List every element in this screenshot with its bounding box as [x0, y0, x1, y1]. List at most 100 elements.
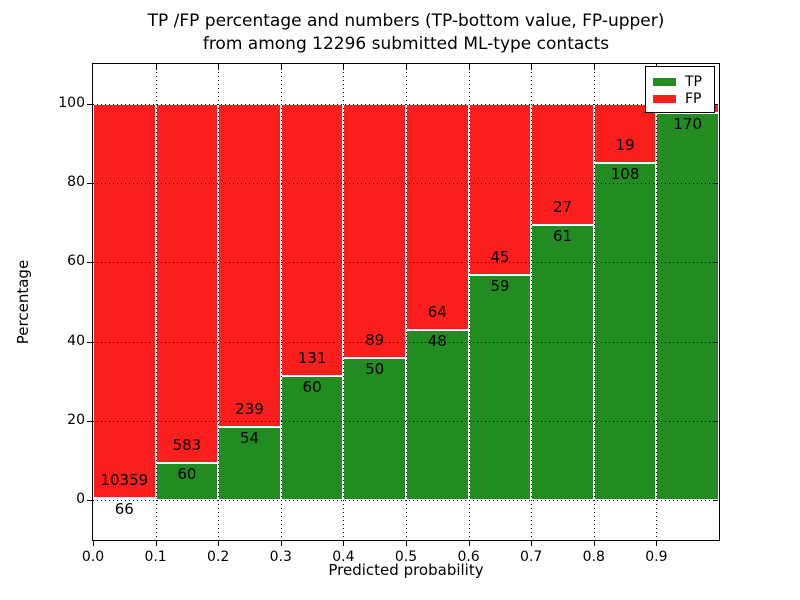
x-tick — [406, 541, 407, 546]
x-tick — [218, 541, 220, 546]
y-tick-label: 60 — [67, 253, 85, 270]
bar-tp-count-label: 60 — [302, 377, 322, 396]
bar-tp-segment — [218, 427, 281, 501]
legend-label-fp: FP — [685, 90, 702, 107]
x-tick-label: 0.0 — [81, 549, 105, 565]
bar-tp-segment — [593, 163, 657, 501]
grid-vline — [593, 64, 595, 540]
y-tick-label: 80 — [67, 174, 85, 190]
bar-fp-segment — [343, 103, 406, 358]
bar-fp-segment — [218, 103, 281, 428]
x-tick-label: 0.8 — [582, 549, 605, 565]
x-tick — [343, 541, 345, 546]
x-tick-top — [468, 65, 470, 70]
bar-fp-segment — [280, 103, 344, 376]
grid-vline — [280, 64, 282, 540]
bar-fp-count-label: 239 — [235, 400, 264, 419]
x-tick-label: 0.5 — [394, 549, 418, 565]
bar-tp-count-label: 48 — [427, 332, 447, 351]
bar-tp-segment — [468, 275, 532, 501]
bar-fp-count-label: 131 — [297, 348, 327, 367]
y-tick-label: 100 — [58, 94, 85, 111]
y-tick-right — [713, 500, 718, 502]
bar-fp-count-label: 27 — [552, 198, 573, 217]
bar-fp-count-label: 64 — [427, 303, 447, 322]
bar-fp-count-label: 10359 — [100, 470, 149, 489]
y-tick-right — [713, 183, 718, 184]
x-tick-top — [155, 65, 157, 70]
bar-tp-segment — [656, 112, 719, 501]
y-tick — [87, 341, 92, 343]
x-tick — [155, 541, 157, 546]
y-tick — [87, 103, 92, 105]
bar-tp-count-label: 170 — [673, 114, 702, 133]
bar-fp-count-label: 19 — [615, 136, 635, 154]
bar-tp-segment — [531, 225, 594, 501]
x-tick — [468, 541, 470, 546]
grid-vline — [656, 64, 658, 540]
y-tick-label: 20 — [67, 412, 85, 428]
legend-swatch-fp-icon — [653, 94, 676, 103]
grid-vline — [343, 64, 345, 540]
bar-fp-segment — [406, 103, 469, 331]
bar-tp-count-label: 59 — [490, 277, 510, 296]
y-tick — [87, 262, 92, 264]
x-tick-label: 0.9 — [645, 549, 668, 565]
y-tick-label: 0 — [76, 491, 85, 508]
bar-tp-segment — [280, 375, 344, 501]
x-tick-label: 0.4 — [332, 549, 355, 565]
y-tick-right — [713, 341, 718, 343]
y-tick-right — [713, 262, 718, 264]
legend: TP FP — [645, 66, 715, 113]
bar-tp-count-label: 61 — [552, 227, 573, 246]
y-tick — [87, 183, 92, 184]
bar-tp-count-label: 108 — [610, 165, 640, 183]
bar-tp-count-label: 50 — [365, 359, 385, 378]
y-tick — [87, 500, 92, 502]
y-tick-right — [713, 103, 718, 105]
bar-tp-segment — [406, 330, 469, 501]
chart-title: TP /FP percentage and numbers (TP-bottom… — [93, 10, 719, 56]
bar-tp-count-label: 60 — [177, 465, 197, 484]
legend-swatch-tp-icon — [653, 77, 676, 86]
x-tick — [531, 541, 533, 546]
legend-label-tp: TP — [685, 73, 702, 90]
bar-tp-segment — [93, 497, 156, 501]
x-tick-label: 0.6 — [457, 549, 480, 565]
x-tick-top — [593, 65, 595, 70]
legend-item-tp: TP — [653, 73, 714, 90]
grid-vline — [218, 64, 220, 540]
x-tick-top — [343, 65, 345, 70]
y-tick — [87, 421, 92, 422]
grid-vline — [155, 64, 157, 540]
x-tick-label: 0.2 — [207, 549, 230, 565]
y-axis-label: Percentage — [14, 259, 32, 345]
bar-fp-segment — [93, 103, 156, 498]
x-tick-label: 0.7 — [520, 549, 543, 565]
bar-tp-segment — [155, 463, 219, 501]
bar-fp-count-label: 89 — [365, 330, 385, 349]
bar-fp-count-label: 45 — [490, 248, 510, 267]
x-tick — [593, 541, 595, 546]
bar-fp-count-label: 583 — [172, 436, 202, 455]
bar-fp-segment — [155, 103, 219, 464]
x-tick-top — [218, 65, 220, 70]
x-tick — [93, 541, 94, 546]
x-tick-top — [406, 65, 407, 70]
x-axis-label: Predicted probability — [328, 561, 484, 579]
bar-tp-segment — [343, 357, 406, 501]
x-tick — [656, 541, 658, 546]
bar-tp-count-label: 54 — [239, 429, 260, 448]
x-tick-top — [531, 65, 533, 70]
grid-vline — [468, 64, 470, 540]
chart-title-line2: from among 12296 submitted ML-type conta… — [202, 34, 610, 54]
grid-vline — [531, 64, 533, 540]
y-tick-right — [713, 421, 718, 422]
x-tick — [280, 541, 282, 546]
y-tick-label: 40 — [67, 332, 85, 349]
grid-vline — [406, 64, 407, 540]
chart-title-line1: TP /FP percentage and numbers (TP-bottom… — [147, 11, 665, 31]
x-tick-label: 0.3 — [269, 549, 292, 565]
x-tick-top — [280, 65, 282, 70]
